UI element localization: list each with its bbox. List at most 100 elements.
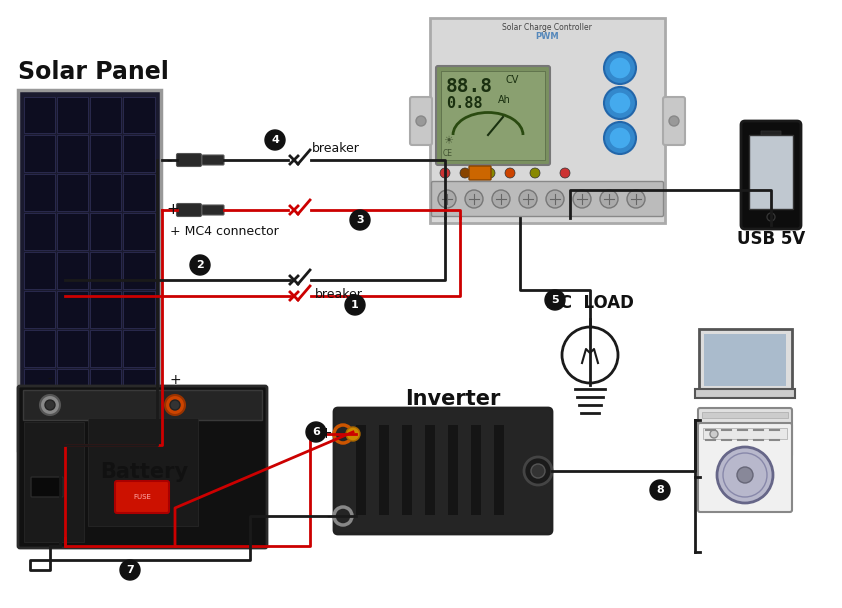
- FancyBboxPatch shape: [703, 428, 787, 439]
- Circle shape: [604, 122, 636, 154]
- FancyBboxPatch shape: [177, 204, 201, 216]
- FancyBboxPatch shape: [379, 425, 389, 515]
- Circle shape: [485, 168, 495, 178]
- FancyBboxPatch shape: [23, 390, 262, 420]
- FancyBboxPatch shape: [123, 407, 154, 444]
- FancyBboxPatch shape: [741, 121, 801, 229]
- Circle shape: [120, 560, 140, 580]
- FancyBboxPatch shape: [31, 477, 63, 497]
- FancyBboxPatch shape: [115, 481, 169, 513]
- FancyBboxPatch shape: [90, 97, 121, 133]
- Text: 4: 4: [271, 135, 279, 145]
- FancyBboxPatch shape: [56, 330, 88, 367]
- Circle shape: [737, 467, 753, 483]
- FancyBboxPatch shape: [663, 97, 685, 145]
- FancyBboxPatch shape: [56, 213, 88, 250]
- Circle shape: [519, 190, 537, 208]
- Text: DC  LOAD: DC LOAD: [546, 294, 634, 312]
- FancyBboxPatch shape: [202, 205, 224, 215]
- FancyBboxPatch shape: [90, 213, 121, 250]
- Text: PWM: PWM: [536, 32, 559, 41]
- Text: 88.8: 88.8: [446, 77, 493, 95]
- FancyBboxPatch shape: [56, 291, 88, 328]
- FancyBboxPatch shape: [90, 174, 121, 211]
- FancyBboxPatch shape: [695, 389, 795, 398]
- Circle shape: [545, 290, 565, 310]
- FancyBboxPatch shape: [436, 66, 550, 165]
- FancyBboxPatch shape: [425, 425, 435, 515]
- Text: +: +: [319, 426, 332, 441]
- Circle shape: [524, 457, 552, 485]
- Circle shape: [440, 168, 450, 178]
- FancyBboxPatch shape: [702, 412, 788, 418]
- FancyBboxPatch shape: [24, 368, 55, 406]
- Text: USB 5V: USB 5V: [737, 230, 805, 248]
- FancyBboxPatch shape: [56, 97, 88, 133]
- FancyBboxPatch shape: [56, 252, 88, 289]
- FancyBboxPatch shape: [448, 425, 458, 515]
- FancyBboxPatch shape: [56, 407, 88, 444]
- Circle shape: [710, 430, 718, 438]
- FancyBboxPatch shape: [334, 408, 552, 534]
- FancyBboxPatch shape: [90, 368, 121, 406]
- FancyBboxPatch shape: [18, 386, 267, 548]
- FancyBboxPatch shape: [698, 408, 792, 457]
- Text: 8: 8: [656, 485, 663, 495]
- Circle shape: [170, 400, 180, 410]
- FancyBboxPatch shape: [202, 155, 224, 165]
- FancyBboxPatch shape: [90, 252, 121, 289]
- FancyBboxPatch shape: [90, 291, 121, 328]
- FancyBboxPatch shape: [699, 328, 791, 392]
- Circle shape: [546, 190, 564, 208]
- Circle shape: [190, 255, 210, 275]
- Circle shape: [465, 190, 483, 208]
- Text: +: +: [166, 202, 179, 218]
- FancyBboxPatch shape: [123, 368, 154, 406]
- FancyBboxPatch shape: [56, 136, 88, 172]
- Circle shape: [627, 190, 645, 208]
- FancyBboxPatch shape: [761, 131, 781, 135]
- Text: breaker: breaker: [315, 288, 363, 301]
- FancyBboxPatch shape: [441, 71, 545, 160]
- Text: Ah: Ah: [498, 95, 511, 105]
- Circle shape: [460, 168, 470, 178]
- FancyBboxPatch shape: [24, 97, 55, 133]
- Text: -: -: [327, 508, 332, 523]
- Circle shape: [438, 190, 456, 208]
- FancyBboxPatch shape: [123, 291, 154, 328]
- Circle shape: [45, 400, 55, 410]
- FancyBboxPatch shape: [24, 136, 55, 172]
- FancyBboxPatch shape: [24, 330, 55, 367]
- FancyBboxPatch shape: [410, 97, 432, 145]
- Circle shape: [531, 464, 545, 478]
- Circle shape: [600, 190, 618, 208]
- Circle shape: [306, 422, 326, 442]
- Text: 3: 3: [356, 215, 364, 225]
- Text: breaker: breaker: [312, 142, 360, 155]
- FancyBboxPatch shape: [90, 136, 121, 172]
- Circle shape: [492, 190, 510, 208]
- Text: +: +: [169, 373, 181, 387]
- FancyBboxPatch shape: [88, 418, 198, 526]
- Text: -: -: [166, 153, 172, 167]
- Circle shape: [604, 52, 636, 84]
- FancyBboxPatch shape: [430, 18, 665, 223]
- Circle shape: [40, 395, 60, 415]
- Text: 5: 5: [552, 295, 559, 305]
- Text: CV: CV: [506, 75, 520, 85]
- Text: FUSE: FUSE: [133, 494, 151, 500]
- FancyBboxPatch shape: [123, 174, 154, 211]
- Text: 1: 1: [351, 300, 359, 310]
- FancyBboxPatch shape: [24, 291, 55, 328]
- Circle shape: [530, 168, 540, 178]
- Circle shape: [165, 395, 185, 415]
- FancyBboxPatch shape: [123, 330, 154, 367]
- FancyBboxPatch shape: [471, 425, 481, 515]
- Text: 0.88: 0.88: [446, 95, 482, 111]
- Circle shape: [573, 190, 591, 208]
- Circle shape: [650, 480, 670, 500]
- Circle shape: [669, 116, 679, 126]
- FancyBboxPatch shape: [18, 90, 161, 450]
- Circle shape: [609, 57, 631, 79]
- Circle shape: [717, 447, 773, 503]
